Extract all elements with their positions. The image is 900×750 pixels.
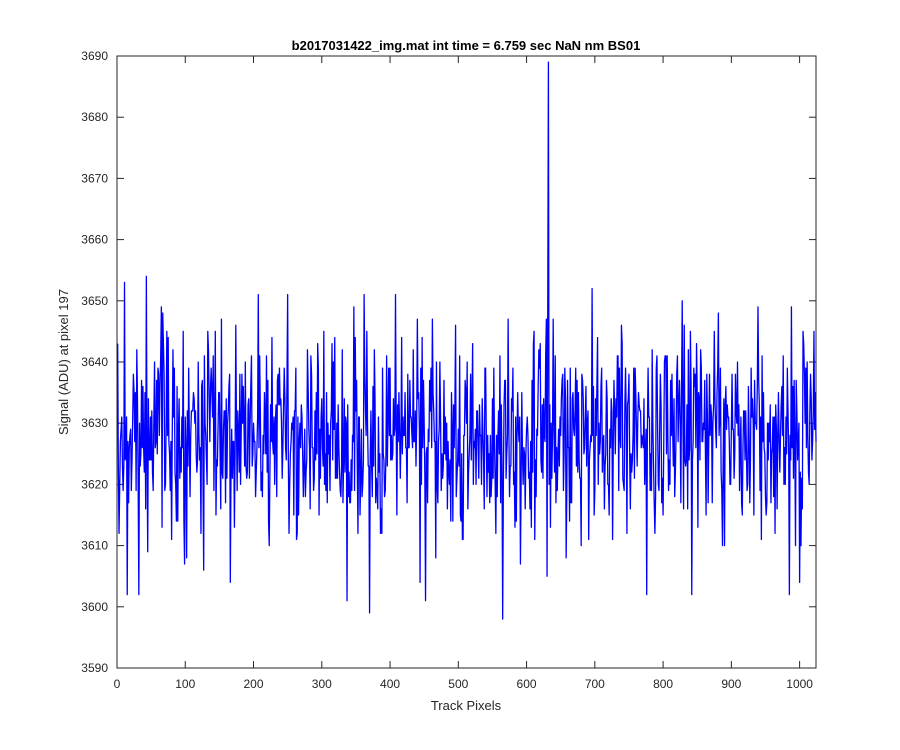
y-tick-label: 3680 (81, 110, 108, 124)
series-line (117, 61, 817, 620)
x-tick-label: 800 (653, 677, 673, 691)
series-group (117, 61, 817, 620)
y-tick-label: 3670 (81, 171, 108, 185)
x-tick-label: 500 (448, 677, 468, 691)
y-tick-label: 3690 (81, 49, 108, 63)
x-tick-label: 600 (517, 677, 537, 691)
y-axis-label: Signal (ADU) at pixel 197 (56, 289, 71, 435)
y-tick-label: 3610 (81, 539, 108, 553)
x-tick-label: 200 (244, 677, 264, 691)
x-axis-label: Track Pixels (431, 698, 502, 713)
tick-labels: 0 100 200 300 400 500 600 700 800 900 1000 3590 3600… (81, 49, 813, 691)
y-tick-label: 3650 (81, 294, 108, 308)
x-tick-label: 300 (312, 677, 332, 691)
x-tick-label: 700 (585, 677, 605, 691)
x-tick-label: 1000 (786, 677, 813, 691)
x-tick-label: 100 (175, 677, 195, 691)
y-tick-label: 3600 (81, 600, 108, 614)
y-tick-label: 3640 (81, 355, 108, 369)
tick-marks (116, 55, 816, 669)
y-tick-label: 3620 (81, 477, 108, 491)
y-tick-label: 3590 (81, 661, 108, 675)
x-tick-label: 400 (380, 677, 400, 691)
axes-box (116, 55, 817, 669)
y-tick-label: 3630 (81, 416, 108, 430)
x-tick-label: 0 (114, 677, 121, 691)
chart-title: b2017031422_img.mat int time = 6.759 sec… (292, 38, 641, 53)
x-tick-label: 900 (721, 677, 741, 691)
y-tick-label: 3660 (81, 233, 108, 247)
